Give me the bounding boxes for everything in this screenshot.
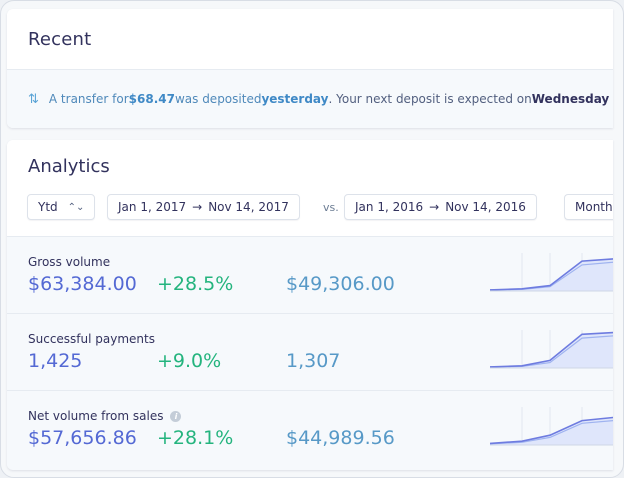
vs-label: vs. — [323, 201, 339, 214]
sparkline — [490, 405, 613, 453]
recent-title: Recent — [28, 29, 91, 50]
interval-value: Monthly — [575, 200, 613, 214]
metric-label-text: Gross volume — [28, 255, 110, 269]
metric-change: +9.0% — [157, 350, 221, 372]
info-icon[interactable]: i — [170, 411, 181, 422]
metric-row[interactable]: Successful payments 1,425 +9.0% 1,307 — [7, 313, 613, 391]
arrow-right-icon: → — [192, 200, 202, 214]
metric-previous: $44,989.56 — [286, 427, 395, 449]
metric-label-text: Successful payments — [28, 332, 155, 346]
notice-when[interactable]: yesterday — [261, 92, 328, 106]
transfer-notice: ⇅ A transfer for $68.47 was deposited ye… — [7, 70, 613, 128]
metric-label: Successful payments — [28, 332, 155, 346]
analytics-title: Analytics — [28, 156, 110, 177]
previous-range-start: Jan 1, 2016 — [355, 200, 423, 214]
period-select[interactable]: Ytd ⌃⌄ — [27, 194, 95, 220]
sparkline — [490, 328, 613, 376]
notice-prefix: A transfer for — [49, 92, 129, 106]
metric-row[interactable]: Gross volume $63,384.00 +28.5% $49,306.00 — [7, 236, 613, 314]
metric-value: $57,656.86 — [28, 427, 137, 449]
recent-header: Recent — [7, 9, 613, 70]
current-range-picker[interactable]: Jan 1, 2017 → Nov 14, 2017 — [107, 194, 300, 220]
previous-range-end: Nov 14, 2016 — [445, 200, 526, 214]
previous-range-picker[interactable]: Jan 1, 2016 → Nov 14, 2016 — [344, 194, 537, 220]
arrow-right-icon: → — [429, 200, 439, 214]
metric-label: Gross volume — [28, 255, 110, 269]
analytics-header: Analytics Ytd ⌃⌄ Jan 1, 2017 → Nov 14, 2… — [7, 140, 613, 236]
notice-day: Wednesday — [532, 92, 610, 106]
notice-middle: was deposited — [175, 92, 261, 106]
period-value: Ytd — [38, 200, 58, 214]
metric-value: 1,425 — [28, 350, 82, 372]
interval-select[interactable]: Monthly — [564, 194, 613, 220]
sparkline — [490, 251, 613, 299]
metric-value: $63,384.00 — [28, 273, 137, 295]
metric-row[interactable]: Net volume from sales i $57,656.86 +28.1% $4… — [7, 390, 613, 468]
metric-label-text: Net volume from sales — [28, 409, 163, 423]
notice-suffix: . Your next deposit is expected on — [328, 92, 531, 106]
notice-amount[interactable]: $68.47 — [129, 92, 175, 106]
transfer-arrows-icon: ⇅ — [28, 92, 39, 107]
spark-area — [490, 417, 613, 445]
metric-change: +28.1% — [157, 427, 233, 449]
analytics-card: Analytics Ytd ⌃⌄ Jan 1, 2017 → Nov 14, 2… — [7, 140, 613, 470]
metric-change: +28.5% — [157, 273, 233, 295]
metric-previous: $49,306.00 — [286, 273, 395, 295]
metric-previous: 1,307 — [286, 350, 340, 372]
metric-label: Net volume from sales i — [28, 409, 181, 423]
recent-card: Recent ⇅ A transfer for $68.47 was depos… — [7, 9, 613, 128]
current-range-end: Nov 14, 2017 — [208, 200, 289, 214]
select-updown-icon: ⌃⌄ — [68, 202, 85, 213]
current-range-start: Jan 1, 2017 — [118, 200, 186, 214]
